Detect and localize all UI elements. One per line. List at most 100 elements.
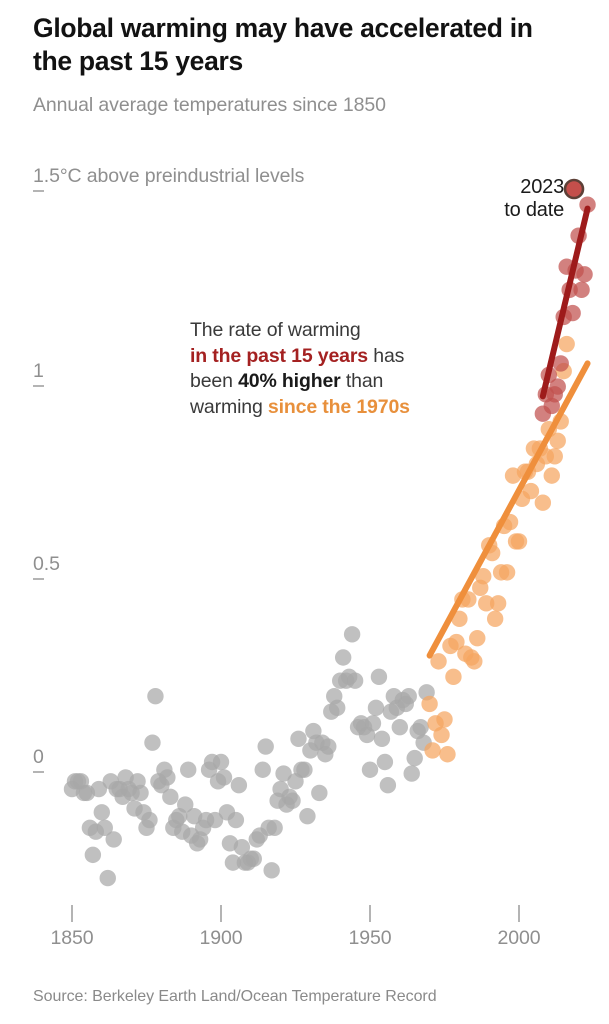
source-note: Source: Berkeley Earth Land/Ocean Temper… [33,988,437,1005]
annot-been: been [190,370,239,392]
data-point [93,804,111,821]
data-point [266,819,283,836]
x-axis-label-1850: 1850 [50,927,94,949]
data-point [361,761,379,778]
data-point [436,711,453,728]
data-point [162,788,179,806]
data-point [370,668,388,686]
data-point [290,730,307,747]
annot-than: than [340,370,384,392]
annot-line1: The rate of warming [190,319,361,341]
data-point [257,738,274,755]
data-point [430,653,447,670]
annot-orange-phrase: since the 1970s [267,395,410,418]
data-point [546,448,563,465]
data-point [99,869,116,887]
data-point [177,796,194,813]
data-point [144,734,161,751]
data-point [498,564,516,581]
data-point [96,819,113,836]
page-title: Global warming may have accelerated in t… [33,13,533,76]
data-point [558,335,575,353]
data-point [346,672,364,689]
data-point [233,838,251,856]
data-point [180,761,197,778]
data-point [84,846,102,864]
data-point [421,695,438,713]
y-axis-label-1: 1 [33,360,44,387]
x-axis-label-1950: 1950 [348,927,392,949]
data-point [212,753,230,771]
data-point [373,730,391,747]
page-subtitle: Annual average temperatures since 1850 [33,94,386,116]
highlight-point-2023 [563,178,585,200]
data-point [224,854,242,871]
data-point [579,196,596,213]
data-point [412,718,429,736]
data-point [424,742,441,759]
data-point [478,595,495,612]
data-point [522,482,540,500]
data-point [489,595,507,612]
data-point [466,653,483,670]
data-point [406,749,423,767]
data-point [263,862,280,879]
data-point [564,304,581,322]
data-point [448,633,465,651]
data-point [284,792,301,809]
data-point [299,807,316,825]
data-point [573,281,590,299]
callout-2023-label: 2023 to date [504,176,564,221]
data-point [275,765,292,782]
data-point [475,568,492,585]
annot-warming: warming [190,395,268,418]
data-point [245,850,262,867]
data-point [329,699,346,717]
data-point [445,668,462,686]
series-2008-2023-red-past-15-years- [534,196,596,422]
data-point [433,726,450,744]
data-point [311,784,328,802]
data-point [206,811,224,829]
data-point [215,769,233,786]
y-axis-label-0: 0 [33,746,44,773]
data-point [364,715,382,732]
x-axis-label-1900: 1900 [199,927,243,949]
data-point [90,780,108,798]
data-point [320,738,337,755]
trendline [426,360,591,659]
trendline [539,205,591,400]
data-point [376,753,394,771]
annot-red-phrase: in the past 15 years [190,344,369,367]
data-point [147,688,164,705]
data-point [486,610,504,628]
data-point [391,718,408,736]
data-point [451,610,468,628]
data-point [296,761,313,778]
data-point [439,746,456,763]
data-point [403,765,420,782]
data-point [549,378,566,395]
data-point [549,432,566,449]
data-point [534,494,552,511]
data-point [400,688,417,705]
data-point [159,769,176,786]
data-point [469,629,486,647]
data-point [576,266,593,283]
data-point [343,626,361,643]
data-point [334,649,352,666]
data-point [141,811,158,829]
rate-annotation: The rate of warming in the past 15 years… [190,318,508,420]
data-point [552,355,569,372]
annot-after-red: has [368,344,405,367]
data-point [543,467,560,484]
series-1850-1969-gray- [63,626,435,887]
y-axis-label-top: 1.5°C above preindustrial levels [33,165,304,192]
data-point [230,777,248,794]
data-point [510,533,528,550]
annot-bold-phrase: 40% higher [238,370,341,392]
data-point [254,761,271,778]
